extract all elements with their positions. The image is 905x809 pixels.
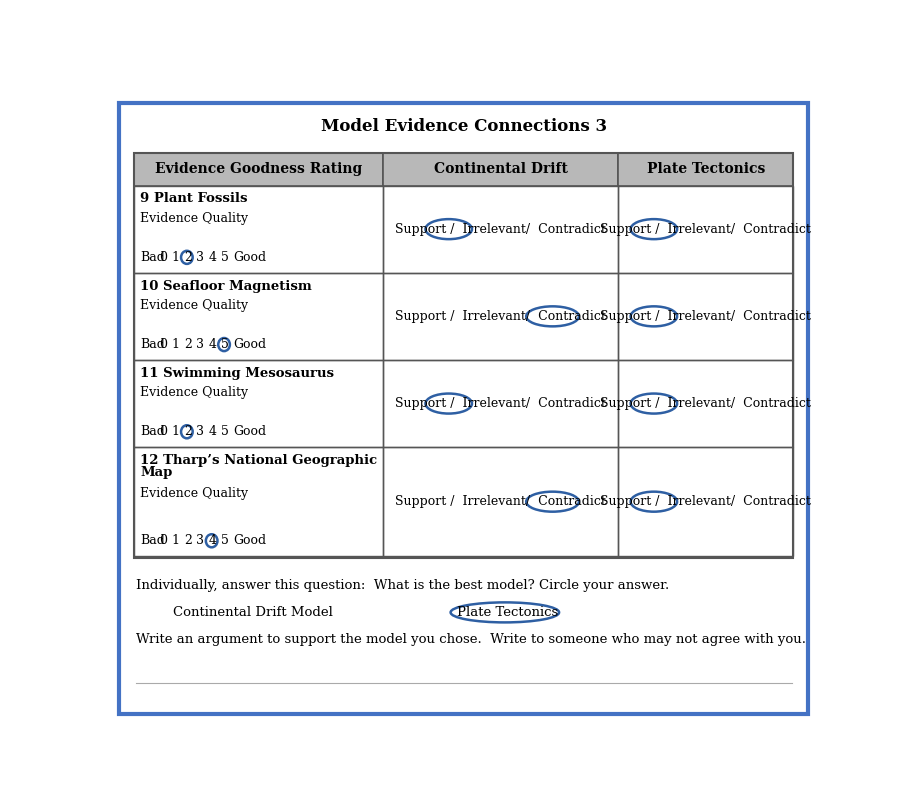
Text: 0: 0 [159, 251, 167, 264]
Text: Good: Good [233, 426, 266, 438]
Text: 4: 4 [208, 426, 216, 438]
Text: Continental Drift: Continental Drift [433, 163, 567, 176]
Text: 3: 3 [196, 534, 205, 547]
Text: Model Evidence Connections 3: Model Evidence Connections 3 [320, 118, 607, 135]
Bar [383, 153, 618, 185]
Text: Bad: Bad [140, 251, 166, 264]
Text: 1: 1 [171, 426, 179, 438]
Text: Support /  Irrelevant/  Contradict: Support / Irrelevant/ Contradict [600, 310, 811, 323]
Bar [383, 447, 618, 556]
Bar [618, 447, 794, 556]
Text: Plate Tectonics: Plate Tectonics [646, 163, 765, 176]
Text: 1: 1 [171, 338, 179, 351]
Text: Evidence Quality: Evidence Quality [140, 212, 249, 225]
Text: 3: 3 [196, 426, 205, 438]
Text: 0: 0 [159, 338, 167, 351]
Text: Good: Good [233, 534, 266, 547]
Text: 1: 1 [171, 251, 179, 264]
Text: Support /  Irrelevant/  Contradict: Support / Irrelevant/ Contradict [395, 310, 606, 323]
Text: Support /  Irrelevant/  Contradict: Support / Irrelevant/ Contradict [395, 222, 606, 235]
Text: 4: 4 [208, 338, 216, 351]
Text: 11 Swimming Mesosaurus: 11 Swimming Mesosaurus [140, 367, 334, 380]
Text: 12 Tharp’s National Geographic: 12 Tharp’s National Geographic [140, 454, 377, 467]
Bar [383, 360, 618, 447]
Text: Support /  Irrelevant/  Contradict: Support / Irrelevant/ Contradict [600, 222, 811, 235]
Text: 5: 5 [221, 534, 229, 547]
Text: Evidence Quality: Evidence Quality [140, 299, 249, 312]
Bar [383, 185, 618, 273]
Text: 2: 2 [184, 251, 192, 264]
Bar [618, 153, 794, 185]
Text: 5: 5 [221, 251, 229, 264]
Text: 0: 0 [159, 534, 167, 547]
Text: Write an argument to support the model you chose.  Write to someone who may not : Write an argument to support the model y… [136, 633, 805, 646]
Text: 5: 5 [221, 426, 229, 438]
Text: Support /  Irrelevant/  Contradict: Support / Irrelevant/ Contradict [395, 397, 606, 410]
Bar [618, 273, 794, 360]
Text: 2: 2 [184, 534, 192, 547]
Text: Support /  Irrelevant/  Contradict: Support / Irrelevant/ Contradict [600, 397, 811, 410]
Text: 3: 3 [196, 251, 205, 264]
Text: Good: Good [233, 251, 266, 264]
Text: 4: 4 [208, 251, 216, 264]
Text: Evidence Quality: Evidence Quality [140, 487, 249, 500]
Text: 10 Seafloor Magnetism: 10 Seafloor Magnetism [140, 280, 312, 293]
Text: 1: 1 [171, 534, 179, 547]
Text: Evidence Goodness Rating: Evidence Goodness Rating [155, 163, 362, 176]
Text: 0: 0 [159, 426, 167, 438]
Text: Evidence Quality: Evidence Quality [140, 386, 249, 399]
Bar [134, 273, 383, 360]
Bar [618, 360, 794, 447]
Text: 2: 2 [184, 426, 192, 438]
Text: Bad: Bad [140, 426, 166, 438]
Text: 9 Plant Fossils: 9 Plant Fossils [140, 193, 248, 205]
Text: 2: 2 [184, 338, 192, 351]
Text: 4: 4 [208, 534, 216, 547]
Text: Continental Drift Model: Continental Drift Model [173, 606, 333, 619]
Text: Bad: Bad [140, 338, 166, 351]
Bar [383, 273, 618, 360]
Text: Bad: Bad [140, 534, 166, 547]
Text: Plate Tectonics: Plate Tectonics [457, 606, 558, 619]
Text: 5: 5 [221, 338, 229, 351]
Bar [134, 153, 794, 558]
Text: Good: Good [233, 338, 266, 351]
Bar [134, 360, 383, 447]
Bar [134, 447, 383, 556]
Text: Support /  Irrelevant/  Contradict: Support / Irrelevant/ Contradict [600, 495, 811, 508]
Bar [134, 153, 383, 185]
Bar [618, 185, 794, 273]
Text: Support /  Irrelevant/  Contradict: Support / Irrelevant/ Contradict [395, 495, 606, 508]
Bar [134, 185, 383, 273]
Text: Map: Map [140, 466, 173, 479]
Text: 3: 3 [196, 338, 205, 351]
Text: Individually, answer this question:  What is the best model? Circle your answer.: Individually, answer this question: What… [136, 579, 669, 592]
